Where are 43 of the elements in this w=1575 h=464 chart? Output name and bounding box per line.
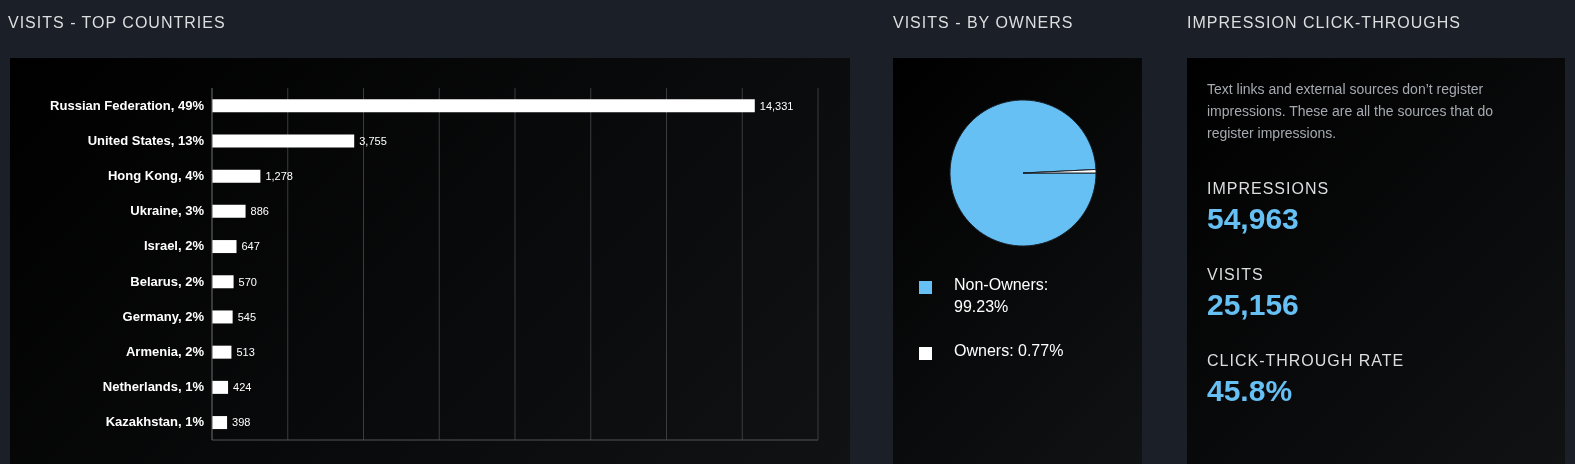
bar [212,204,246,218]
legend-label: Non-Owners: 99.23% [954,275,1050,317]
bar [212,310,233,324]
text: 25,156 [1207,288,1300,322]
text: CLICK-THROUGH RATE [1207,352,1405,370]
chart-title: VISITS - TOP COUNTRIES [8,14,226,32]
y-tick-label: Russian Federation, 49% [50,97,205,113]
bar [212,134,355,148]
data-label: 398 [232,416,251,429]
bar [212,169,261,183]
y-tick-label: Ukraine, 3% [130,203,205,219]
bar [212,416,228,430]
text: VISITS [1207,266,1265,284]
bar [212,275,234,289]
data-label: 3,755 [359,134,387,147]
data-label: 1,278 [265,170,293,183]
data-label: 545 [237,310,256,323]
data-label: 886 [250,205,269,218]
text: IMPRESSION CLICK-THROUGHS [1187,14,1461,32]
y-tick-label: Armenia, 2% [125,344,205,359]
text: Text links and external sources don’t register impressions. These are all the sources that do register impressions. [1207,80,1495,143]
text: 45.8% [1207,374,1294,408]
y-tick-label: Germany, 2% [122,308,205,324]
y-tick-label: Kazakhstan, 1% [105,414,205,430]
bar [212,345,232,359]
data-label: 424 [233,381,252,394]
chart-title: VISITS - BY OWNERS [893,14,1074,32]
y-tick-label: Hong Kong, 4% [107,168,205,183]
y-tick-label: Israel, 2% [144,238,205,254]
y-tick-label: Netherlands, 1% [102,379,205,395]
bar [212,240,237,254]
data-label: 14,331 [759,99,794,112]
data-label: 513 [236,346,255,359]
bar [212,99,755,113]
y-tick-label: Belarus, 2% [130,273,205,289]
text: 54,963 [1207,202,1300,236]
y-tick-label: United States, 13% [87,132,205,148]
text: IMPRESSIONS [1207,180,1331,198]
pie-slice [949,99,1097,247]
legend-label: Owners: 0.77% [954,341,1065,361]
data-label: 647 [241,240,260,253]
data-label: 570 [238,275,257,288]
bar [212,380,229,394]
